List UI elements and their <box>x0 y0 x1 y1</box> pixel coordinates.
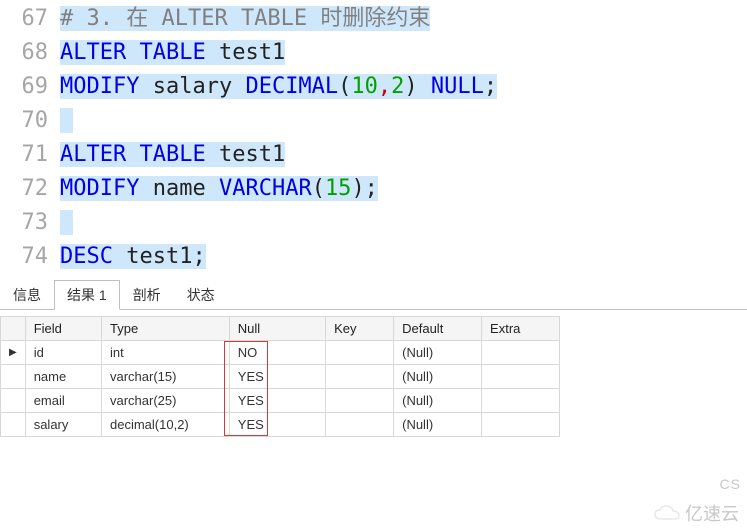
cell[interactable] <box>482 413 560 437</box>
column-header[interactable]: Field <box>25 317 101 341</box>
code-content[interactable] <box>60 206 73 240</box>
cell[interactable]: name <box>25 365 101 389</box>
code-line[interactable]: 70 <box>0 104 747 138</box>
code-line[interactable]: 69MODIFY salary DECIMAL(10,2) NULL; <box>0 70 747 104</box>
cell[interactable]: (Null) <box>394 413 482 437</box>
cell[interactable]: (Null) <box>394 389 482 413</box>
line-number: 70 <box>0 104 60 138</box>
line-number: 74 <box>0 240 60 274</box>
watermark-brand-text: 亿速云 <box>685 500 739 526</box>
tab-3[interactable]: 状态 <box>174 280 228 310</box>
code-line[interactable]: 68ALTER TABLE test1 <box>0 36 747 70</box>
column-header[interactable]: Key <box>326 317 394 341</box>
code-content[interactable]: MODIFY name VARCHAR(15); <box>60 172 378 206</box>
code-line[interactable]: 72MODIFY name VARCHAR(15); <box>0 172 747 206</box>
result-grid-wrap: FieldTypeNullKeyDefaultExtra ▶idintNO (Nul… <box>0 310 560 437</box>
result-tabs: 信息结果 1剖析状态 <box>0 282 747 310</box>
cell[interactable]: NO <box>229 341 325 365</box>
row-marker <box>1 365 26 389</box>
line-number: 69 <box>0 70 60 104</box>
cell[interactable] <box>326 389 394 413</box>
table-row[interactable]: emailvarchar(25)YES (Null) <box>1 389 560 413</box>
cell[interactable]: (Null) <box>394 365 482 389</box>
table-row[interactable]: ▶idintNO (Null) <box>1 341 560 365</box>
column-header[interactable]: Default <box>394 317 482 341</box>
row-marker: ▶ <box>1 341 26 365</box>
cell[interactable]: id <box>25 341 101 365</box>
cell[interactable]: YES <box>229 389 325 413</box>
cell[interactable]: email <box>25 389 101 413</box>
line-number: 73 <box>0 206 60 240</box>
row-marker-header <box>1 317 26 341</box>
table-row[interactable]: namevarchar(15)YES (Null) <box>1 365 560 389</box>
tab-0[interactable]: 信息 <box>0 280 54 310</box>
cell[interactable]: (Null) <box>394 341 482 365</box>
cell[interactable] <box>482 389 560 413</box>
cell[interactable]: YES <box>229 365 325 389</box>
code-content[interactable]: MODIFY salary DECIMAL(10,2) NULL; <box>60 70 497 104</box>
code-line[interactable]: 71ALTER TABLE test1 <box>0 138 747 172</box>
cell[interactable] <box>326 341 394 365</box>
code-content[interactable]: DESC test1; <box>60 240 206 274</box>
cloud-icon <box>653 503 681 523</box>
cell[interactable]: YES <box>229 413 325 437</box>
cell[interactable] <box>482 365 560 389</box>
cell[interactable] <box>326 365 394 389</box>
result-grid[interactable]: FieldTypeNullKeyDefaultExtra ▶idintNO (Nul… <box>0 316 560 437</box>
code-line[interactable]: 74DESC test1; <box>0 240 747 274</box>
code-content[interactable]: # 3. 在 ALTER TABLE 时删除约束 <box>60 2 430 36</box>
column-header[interactable]: Extra <box>482 317 560 341</box>
column-header[interactable]: Null <box>229 317 325 341</box>
column-header[interactable]: Type <box>102 317 230 341</box>
code-content[interactable]: ALTER TABLE test1 <box>60 138 285 172</box>
tab-1[interactable]: 结果 1 <box>54 280 120 310</box>
code-content[interactable] <box>60 104 73 138</box>
row-marker <box>1 389 26 413</box>
tab-2[interactable]: 剖析 <box>120 280 174 310</box>
watermark-brand: 亿速云 <box>653 500 739 526</box>
line-number: 67 <box>0 2 60 36</box>
line-number: 68 <box>0 36 60 70</box>
cell[interactable]: decimal(10,2) <box>102 413 230 437</box>
table-row[interactable]: salarydecimal(10,2)YES (Null) <box>1 413 560 437</box>
line-number: 71 <box>0 138 60 172</box>
cell[interactable]: varchar(25) <box>102 389 230 413</box>
code-line[interactable]: 73 <box>0 206 747 240</box>
code-line[interactable]: 67# 3. 在 ALTER TABLE 时删除约束 <box>0 2 747 36</box>
code-content[interactable]: ALTER TABLE test1 <box>60 36 285 70</box>
sql-editor[interactable]: 67# 3. 在 ALTER TABLE 时删除约束68ALTER TABLE … <box>0 0 747 274</box>
cell[interactable]: salary <box>25 413 101 437</box>
cell[interactable]: int <box>102 341 230 365</box>
cell[interactable] <box>482 341 560 365</box>
cell[interactable] <box>326 413 394 437</box>
line-number: 72 <box>0 172 60 206</box>
row-marker <box>1 413 26 437</box>
cell[interactable]: varchar(15) <box>102 365 230 389</box>
watermark-small: CS <box>720 476 741 492</box>
